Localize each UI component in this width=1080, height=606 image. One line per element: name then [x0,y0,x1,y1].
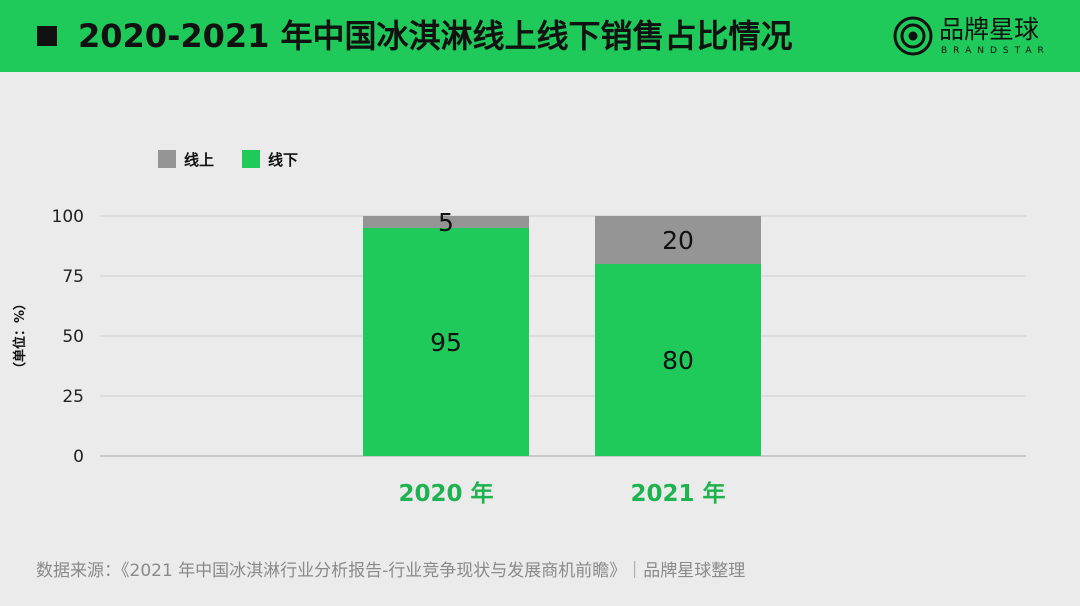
bar-segment [595,264,761,456]
legend-label: 线上 [184,151,214,169]
brand-logo-icon [893,16,933,56]
x-category-label: 2020 年 [398,480,493,507]
brand-subname: BRANDSTAR [941,46,1050,56]
y-axis-label: （单位：%） [12,297,28,375]
brand-name: 品牌星球 [939,15,1040,44]
y-tick-label: 25 [62,387,84,407]
data-label: 20 [662,226,694,255]
header-banner: 2020-2021 年中国冰淇淋线上线下销售占比情况 品牌星球 BRANDSTA… [0,0,1080,72]
stacked-bar-chart: 0 25 50 75 100 （单位：%） 95 5 2020 年 80 20 2021 年 线上 线下 [12,150,1026,507]
title-square-icon [37,26,57,46]
data-label: 95 [430,328,462,357]
y-tick-label: 50 [62,327,84,347]
bar-segment [363,228,529,456]
data-label: 5 [438,208,454,237]
legend-label: 线下 [268,151,298,169]
legend-swatch [242,150,260,168]
bar-segment [595,216,761,264]
page-title: 2020-2021 年中国冰淇淋线上线下销售占比情况 [78,17,793,55]
y-tick-label: 75 [62,267,84,287]
brand-logo: 品牌星球 BRANDSTAR [893,14,1053,60]
bar-segment [363,216,529,228]
data-source-note: 数据来源：《2021 年中国冰淇淋行业分析报告-行业竞争现状与发展商机前瞻》｜品… [36,561,746,581]
data-label: 80 [662,346,694,375]
y-tick-label: 0 [73,447,84,467]
x-category-label: 2021 年 [630,480,725,507]
y-tick-label: 100 [52,207,84,227]
legend-swatch [158,150,176,168]
